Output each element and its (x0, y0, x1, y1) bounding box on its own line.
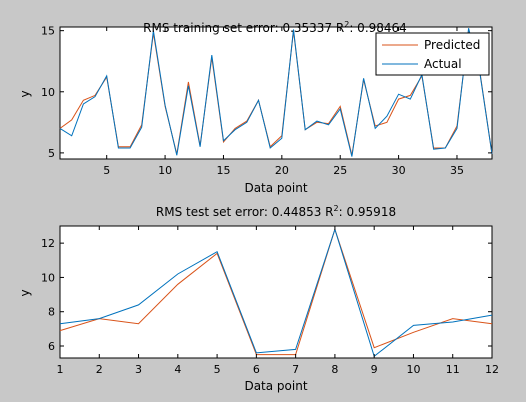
legend-predicted-label: Predicted (424, 38, 480, 52)
test-y-tick-label: 8 (48, 306, 55, 319)
test-x-tick-label: 2 (96, 363, 103, 376)
training-y-tick-label: 10 (41, 86, 55, 99)
training-x-tick-label: 15 (216, 164, 230, 177)
training-x-label: Data point (244, 181, 307, 195)
training-x-tick-label: 35 (450, 164, 464, 177)
training-x-tick-label: 30 (392, 164, 406, 177)
training-x-tick-label: 25 (333, 164, 347, 177)
test-x-tick-label: 8 (331, 363, 338, 376)
test-x-tick-label: 3 (135, 363, 142, 376)
test-x-tick-label: 6 (253, 363, 260, 376)
training-plot-title: RMS training set error: 0.35337 R2: 0.98… (143, 20, 407, 35)
training-legend: Predicted Actual (376, 33, 489, 75)
test-y-tick-label: 12 (41, 237, 55, 250)
training-y-tick-label: 5 (48, 147, 55, 160)
test-x-tick-label: 9 (371, 363, 378, 376)
test-axes (60, 226, 492, 358)
test-x-tick-label: 12 (485, 363, 499, 376)
test-x-tick-label: 10 (406, 363, 420, 376)
test-y-tick-label: 10 (41, 271, 55, 284)
test-y-tick-label: 6 (48, 340, 55, 353)
test-plot-title: RMS test set error: 0.44853 R2: 0.95918 (156, 204, 396, 219)
training-y-tick-label: 15 (41, 25, 55, 38)
test-x-tick-label: 1 (57, 363, 64, 376)
training-x-tick-label: 5 (103, 164, 110, 177)
test-x-tick-label: 7 (292, 363, 299, 376)
training-y-label: y (18, 90, 32, 97)
test-x-tick-label: 5 (214, 363, 221, 376)
test-x-label: Data point (244, 379, 307, 393)
training-x-tick-label: 10 (158, 164, 172, 177)
legend-actual-label: Actual (424, 57, 462, 71)
test-x-tick-label: 11 (446, 363, 460, 376)
training-x-tick-label: 20 (275, 164, 289, 177)
test-y-label: y (18, 289, 32, 296)
test-x-tick-label: 4 (174, 363, 181, 376)
